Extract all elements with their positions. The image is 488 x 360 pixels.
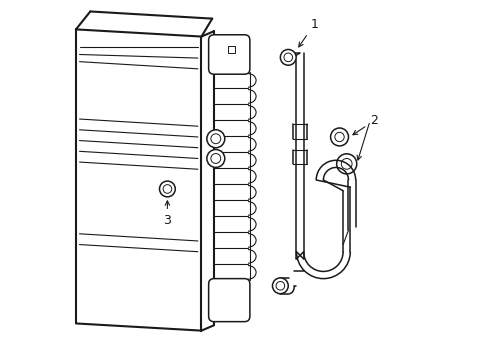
- Circle shape: [341, 158, 351, 169]
- Circle shape: [284, 53, 292, 62]
- FancyBboxPatch shape: [208, 279, 249, 321]
- Circle shape: [330, 128, 348, 146]
- Circle shape: [272, 278, 287, 294]
- Text: 3: 3: [163, 201, 171, 227]
- Circle shape: [206, 149, 224, 167]
- Circle shape: [280, 49, 296, 65]
- Text: 2: 2: [352, 114, 377, 135]
- Circle shape: [276, 282, 284, 290]
- Circle shape: [336, 154, 356, 174]
- Circle shape: [334, 132, 344, 141]
- FancyBboxPatch shape: [208, 35, 249, 74]
- Circle shape: [206, 130, 224, 148]
- Circle shape: [210, 134, 220, 144]
- Circle shape: [163, 185, 171, 193]
- Text: 1: 1: [298, 18, 318, 47]
- Bar: [228, 45, 234, 53]
- Circle shape: [210, 154, 220, 163]
- Circle shape: [159, 181, 175, 197]
